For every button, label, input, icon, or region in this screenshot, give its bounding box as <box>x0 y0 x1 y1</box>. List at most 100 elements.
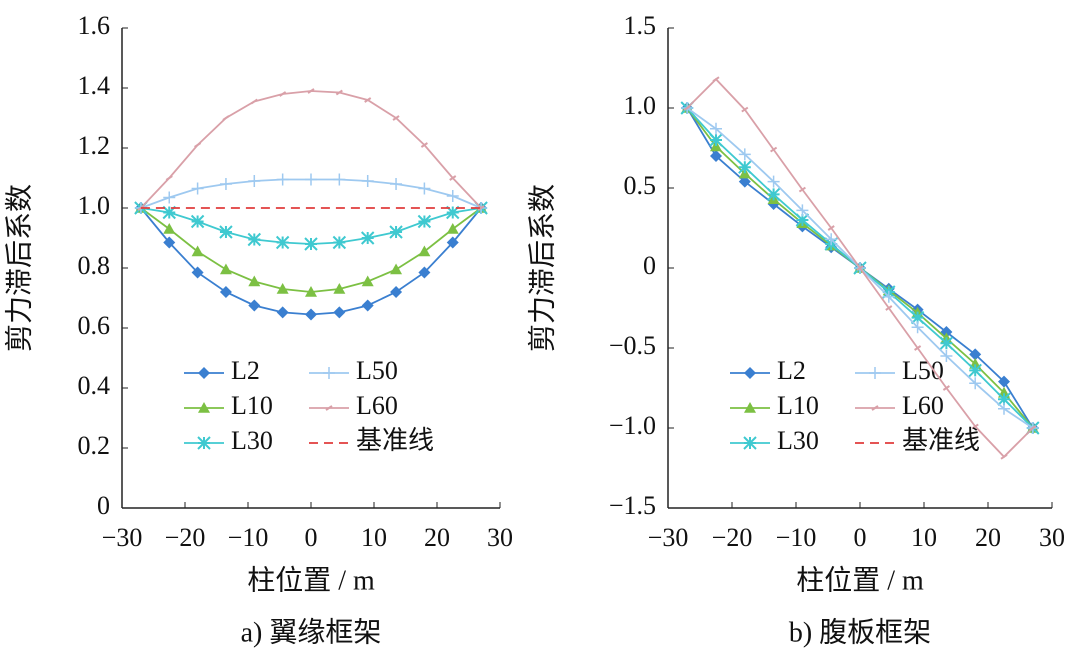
marker <box>446 223 459 234</box>
marker <box>796 204 809 217</box>
marker <box>219 225 233 239</box>
marker <box>191 245 204 257</box>
y-axis-label: 剪力滞后系数 <box>3 184 35 352</box>
marker <box>710 150 722 162</box>
marker <box>968 363 982 378</box>
marker <box>741 106 749 113</box>
marker <box>795 213 810 227</box>
marker <box>304 237 318 251</box>
marker <box>1000 453 1008 460</box>
marker <box>219 286 232 298</box>
y-tick-label: 1.6 <box>78 11 111 40</box>
legend-label: L10 <box>231 391 273 420</box>
legend-marker <box>869 367 881 379</box>
legend-label: L30 <box>231 426 273 455</box>
marker <box>360 231 375 245</box>
marker <box>418 266 431 279</box>
marker <box>446 190 459 202</box>
marker <box>305 173 317 186</box>
marker <box>798 186 806 193</box>
marker <box>827 225 835 231</box>
marker <box>914 345 922 351</box>
marker <box>305 308 317 321</box>
y-tick-label: 0.2 <box>78 431 111 460</box>
marker <box>361 175 374 187</box>
marker <box>163 191 176 204</box>
marker <box>940 350 953 362</box>
legend-label: L50 <box>902 356 944 385</box>
marker <box>364 97 372 103</box>
legend-marker <box>743 436 757 450</box>
marker <box>392 115 400 121</box>
marker <box>942 385 950 391</box>
x-tick-label: −30 <box>648 523 689 552</box>
x-axis-label: 柱位置 / m <box>796 564 924 596</box>
y-tick-label: 0 <box>643 251 656 280</box>
legend-marker <box>198 402 210 413</box>
marker <box>390 178 403 190</box>
legend-label: 基准线 <box>356 426 434 455</box>
legend-marker <box>323 367 335 379</box>
marker <box>276 306 289 319</box>
marker <box>767 175 780 188</box>
marker <box>939 336 954 350</box>
x-tick-label: 30 <box>1039 523 1065 552</box>
marker <box>770 146 778 153</box>
y-tick-label: −1.0 <box>609 411 656 440</box>
y-tick-label: −1.5 <box>609 491 656 520</box>
marker <box>683 105 691 111</box>
marker <box>712 76 720 83</box>
marker <box>882 290 895 303</box>
marker <box>969 348 982 361</box>
marker <box>307 88 315 94</box>
marker <box>710 122 722 135</box>
legend-label: 基准线 <box>902 426 980 455</box>
legend-label: L2 <box>777 356 806 385</box>
marker <box>305 286 317 297</box>
marker <box>417 214 432 229</box>
marker <box>361 275 374 287</box>
x-tick-label: 20 <box>424 523 450 552</box>
x-tick-label: −30 <box>102 523 143 552</box>
marker <box>766 187 781 202</box>
marker <box>418 245 431 257</box>
marker <box>333 173 346 186</box>
marker <box>333 283 346 294</box>
legend-label: L10 <box>777 391 819 420</box>
marker <box>910 310 925 325</box>
y-tick-label: 0.8 <box>78 251 111 280</box>
marker <box>165 175 173 181</box>
y-axis-label: 剪力滞后系数 <box>526 184 558 352</box>
marker <box>420 142 428 148</box>
x-tick-label: −10 <box>228 523 269 552</box>
marker <box>449 175 457 181</box>
marker <box>275 235 290 250</box>
marker <box>885 305 893 311</box>
marker <box>332 235 347 250</box>
marker <box>969 377 982 390</box>
legend-marker <box>871 405 879 411</box>
y-tick-label: 0.6 <box>78 311 111 340</box>
marker <box>163 236 176 249</box>
marker <box>333 306 346 319</box>
x-tick-label: 10 <box>361 523 387 552</box>
y-tick-label: 1.5 <box>624 11 657 40</box>
y-tick-label: 1.0 <box>78 191 111 220</box>
legend-marker <box>325 405 333 411</box>
legend-marker <box>197 436 211 450</box>
marker <box>361 299 374 312</box>
marker <box>194 142 202 148</box>
marker <box>248 175 261 187</box>
marker <box>248 299 261 312</box>
marker <box>738 148 751 161</box>
marker <box>738 160 752 174</box>
marker <box>162 205 176 220</box>
x-tick-label: −10 <box>776 523 817 552</box>
chart-title: b) 腹板框架 <box>789 616 931 648</box>
marker <box>390 286 403 298</box>
marker <box>1029 425 1037 431</box>
legend-label: L60 <box>356 391 398 420</box>
marker <box>279 91 287 97</box>
legend-marker <box>744 367 756 379</box>
marker <box>389 225 403 239</box>
